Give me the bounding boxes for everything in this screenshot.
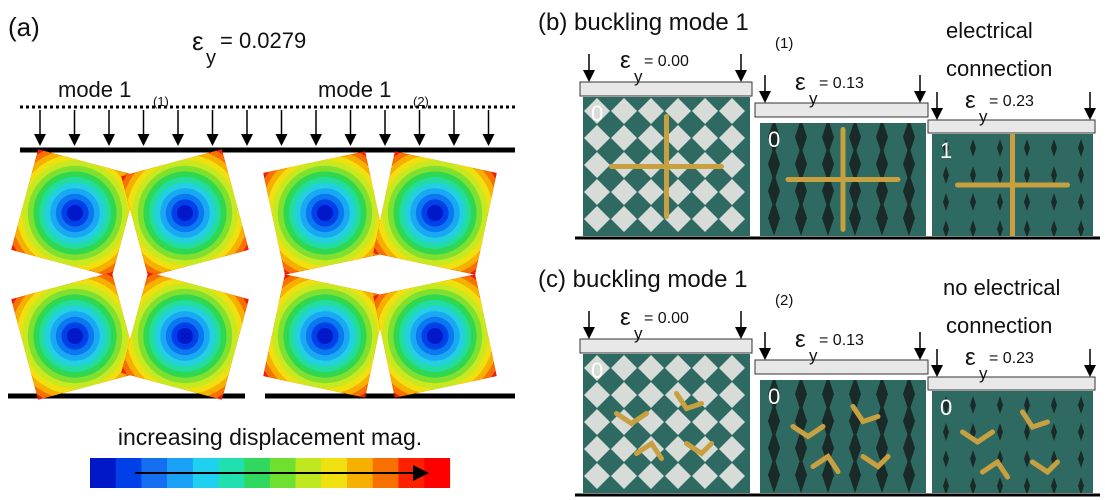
photo <box>760 119 926 236</box>
plate <box>928 120 1095 133</box>
contour <box>427 328 443 344</box>
strain-subscript: y <box>634 324 643 343</box>
contour-square <box>355 256 515 416</box>
photo-index: 0 <box>768 384 780 409</box>
contour-square <box>105 133 265 293</box>
photo-bg <box>932 391 1093 493</box>
strain-subscript: y <box>634 67 643 86</box>
note: connection <box>946 56 1052 81</box>
strain-subscript: y <box>809 346 818 365</box>
figure: (a) increasing displacement mag. εy= 0.0… <box>0 0 1105 500</box>
strain-value: = 0.13 <box>819 332 864 349</box>
plate <box>580 82 752 96</box>
contour <box>317 328 333 344</box>
photo <box>932 391 1093 495</box>
strain-value: = 0.0279 <box>220 28 306 53</box>
panel-label: (c) buckling mode 1 <box>538 266 747 293</box>
plate <box>755 103 928 117</box>
strain-value: = 0.00 <box>644 53 689 70</box>
mode-label: mode 1 <box>58 77 131 102</box>
strain-subscript: y <box>979 107 988 126</box>
colorbar-cell <box>90 458 116 488</box>
plate <box>580 339 752 353</box>
strain-symbol: ε <box>620 47 631 74</box>
strain-symbol: ε <box>192 26 204 56</box>
plate <box>755 360 928 374</box>
photo-index: 1 <box>940 138 952 163</box>
panel-label: (a) <box>8 12 40 42</box>
plate <box>928 377 1095 390</box>
strain-value: = 0.13 <box>819 75 864 92</box>
photo <box>583 97 750 236</box>
note: connection <box>946 313 1052 338</box>
mode-subscript: (1) <box>153 94 169 109</box>
note: electrical <box>946 18 1033 43</box>
photo <box>583 354 750 493</box>
contour <box>67 205 83 221</box>
photo <box>760 376 926 493</box>
panel-subscript: (2) <box>775 292 793 309</box>
contour <box>67 328 83 344</box>
panel-subscript: (1) <box>775 35 793 52</box>
contour-square <box>355 133 515 293</box>
colorbar-cell <box>424 458 450 488</box>
strain-subscript: y <box>809 89 818 108</box>
contour-square <box>245 256 405 416</box>
colorbar-label: increasing displacement mag. <box>118 424 422 450</box>
contour-square <box>245 133 405 293</box>
note: no electrical <box>943 275 1060 300</box>
contour <box>427 205 443 221</box>
strain-symbol: ε <box>795 69 806 96</box>
strain-subscript: y <box>979 364 988 383</box>
strain-symbol: ε <box>620 304 631 331</box>
photo-index: 0 <box>768 127 780 152</box>
strain-value: = 0.00 <box>644 310 689 327</box>
photo <box>932 134 1093 238</box>
strain-value: = 0.23 <box>989 93 1034 110</box>
photo-index: 0 <box>591 101 603 126</box>
panel-label: (b) buckling mode 1 <box>538 9 749 36</box>
strain-subscript: y <box>206 47 216 69</box>
contour <box>177 205 193 221</box>
mode-subscript: (2) <box>413 94 429 109</box>
strain-symbol: ε <box>965 344 976 371</box>
photo-index: 0 <box>591 358 603 383</box>
contour <box>177 328 193 344</box>
photo-bg <box>760 380 926 493</box>
strain-symbol: ε <box>965 87 976 114</box>
photo-index: 0 <box>940 395 952 420</box>
contour-square <box>105 256 265 416</box>
strain-value: = 0.23 <box>989 350 1034 367</box>
contour <box>317 205 333 221</box>
strain-symbol: ε <box>795 326 806 353</box>
mode-label: mode 1 <box>318 77 391 102</box>
